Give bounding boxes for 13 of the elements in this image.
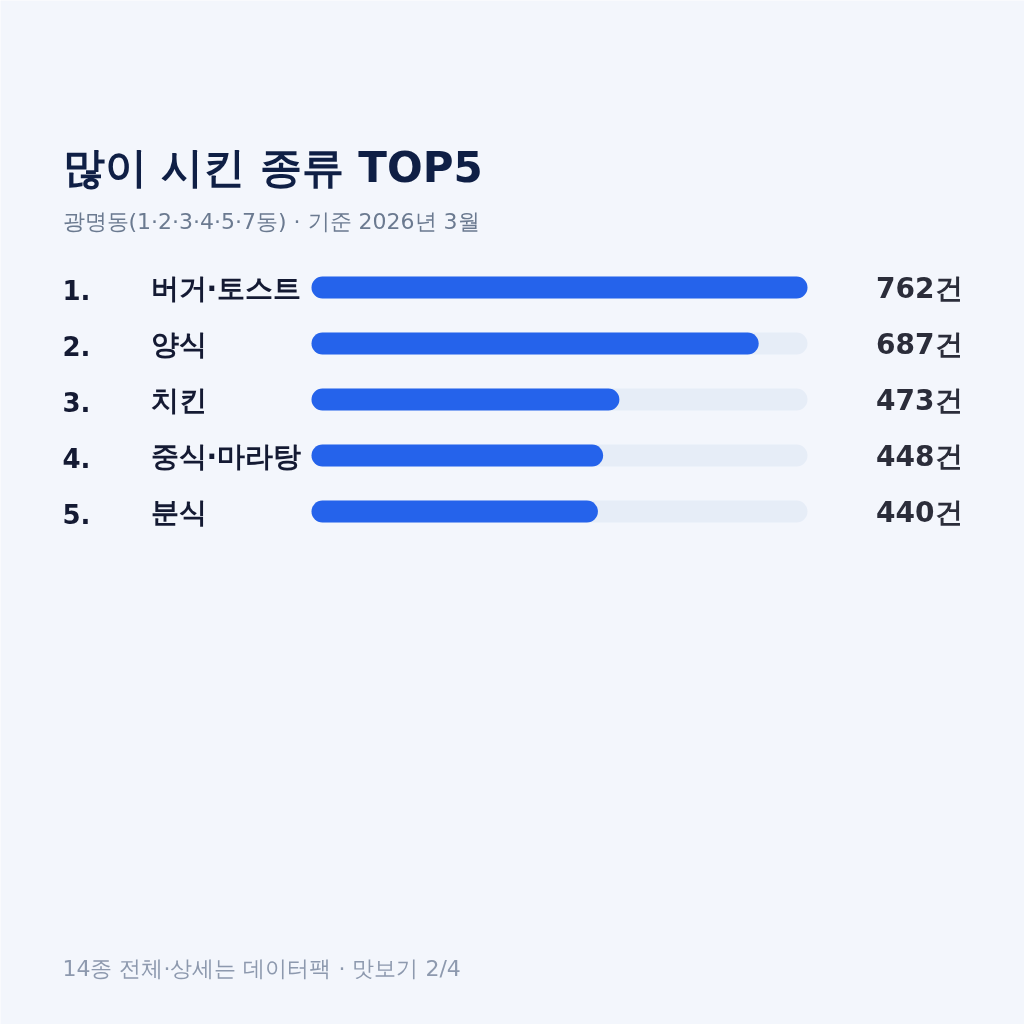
- category-label: 1. 버거·토스트: [62, 272, 302, 306]
- data-label: 440건: [876, 496, 963, 529]
- chart-subtitle: 광명동(1·2·3·4·5·7동) · 기준 2026년 3월: [62, 209, 480, 234]
- data-label: 448건: [876, 440, 963, 473]
- category-label: 5. 분식: [62, 496, 207, 530]
- category-label: 3. 치킨: [62, 384, 207, 418]
- category-label: 2. 양식: [62, 328, 207, 362]
- data-label: 687건: [876, 328, 963, 361]
- chart-title: 많이 시킨 종류 TOP5: [62, 143, 483, 192]
- category-label: 4. 중식·마라탕: [62, 440, 302, 474]
- data-label: 473건: [876, 384, 963, 417]
- data-label: 762건: [876, 272, 963, 305]
- text: 14종 전체·상세는 데이터팩 · 맛보기 2/4: [62, 956, 461, 981]
